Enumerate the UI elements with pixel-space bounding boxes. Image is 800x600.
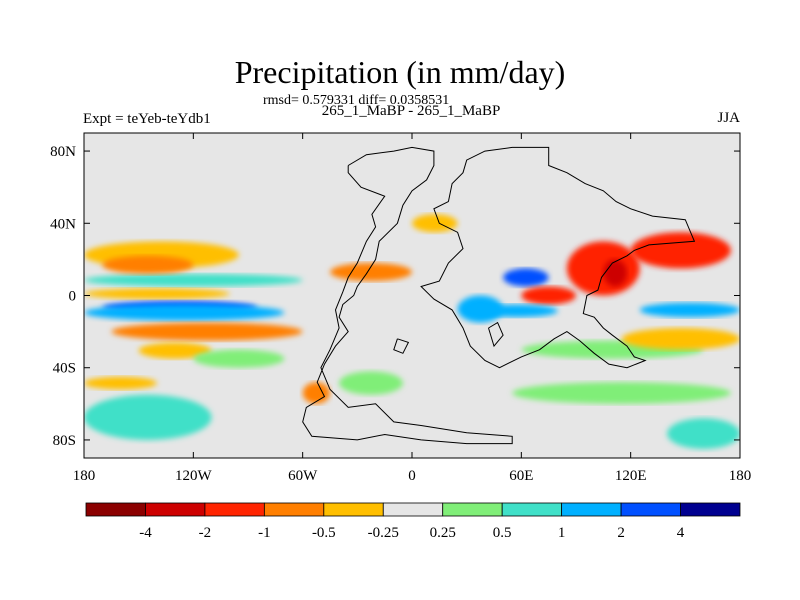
colorbar-label: -0.5 — [312, 525, 336, 541]
x-tick-label: 60W — [288, 468, 318, 484]
field-region-atlantic-dry-south — [302, 382, 331, 404]
colorbar: -4 -2 -1 -0.5 -0.25 0.25 0.5 1 2 4 — [85, 502, 741, 541]
field-region-south-asia-dry — [566, 241, 640, 296]
coastline-s-america-east-island — [393, 338, 410, 354]
field-region-antarctic-coast-wet — [667, 418, 740, 449]
stats-label: rmsd= 0.579331 diff= 0.0358531 — [263, 93, 450, 108]
x-axis: 180 120W 60W 0 60E 120E 180 — [73, 133, 752, 484]
chart-title: Precipitation (in mm/day) — [234, 54, 566, 90]
field-region-s-indian-dry — [621, 328, 740, 350]
x-tick-label: 120E — [615, 468, 647, 484]
coastline-americas-europe-africa — [302, 146, 513, 445]
field-region-n-pacific-wet-band — [84, 273, 303, 287]
field-region-atlantic-dry — [330, 263, 412, 282]
x-tick-label: 180 — [729, 468, 752, 484]
colorbar-swatch — [382, 502, 444, 517]
colorbar-swatch — [145, 502, 206, 517]
x-tick-label: 60E — [509, 468, 533, 484]
colorbar-swatch — [620, 502, 681, 517]
field-region-tibet-dry-strong — [603, 259, 628, 287]
y-tick-label: 0 — [69, 289, 77, 305]
colorbar-swatch — [323, 502, 384, 517]
x-tick-label: 0 — [408, 468, 416, 484]
season-label: JJA — [717, 110, 740, 126]
colorbar-label: 1 — [558, 525, 566, 541]
field-region-n-atlantic-dry — [412, 214, 458, 233]
colorbar-swatch — [263, 502, 325, 517]
colorbar-swatch — [442, 502, 503, 517]
field-region-s-pacific-wet — [193, 349, 285, 368]
field-region-n-pacific-dry-strong — [102, 255, 194, 274]
y-tick-label: 40N — [50, 216, 76, 232]
y-tick-label: 80N — [50, 144, 76, 160]
colorbar-swatch — [85, 502, 146, 517]
field-region-southern-ocean-wet-west — [84, 394, 212, 440]
field-region-arabian-sea-dry — [521, 286, 577, 305]
colorbar-label: 2 — [617, 525, 625, 541]
y-tick-label: 80S — [53, 433, 76, 449]
y-tick-label: 40S — [53, 361, 76, 377]
field-region-nw-pacific-dry — [630, 232, 731, 269]
experiment-label: Expt = teYeb-teYdb1 — [83, 111, 211, 127]
coastline-madagascar — [488, 321, 504, 348]
coastline-eurasia-africa — [420, 146, 696, 369]
y-axis: 80N 40N 0 40S 80S — [50, 144, 740, 449]
field-region-central-indian-wet — [475, 304, 558, 318]
colorbar-swatch — [204, 502, 265, 517]
field-region-s-pacific-dry-2 — [138, 342, 212, 359]
colorbar-label: 0.25 — [430, 525, 456, 541]
field-region-maritime-wet — [639, 302, 740, 318]
field-region-s-atlantic-wet — [339, 371, 403, 395]
colorbar-label: -1 — [258, 525, 271, 541]
x-tick-label: 180 — [73, 468, 96, 484]
x-tick-label: 120W — [175, 468, 213, 484]
colorbar-swatch — [501, 502, 563, 517]
colorbar-label: -0.25 — [368, 525, 399, 541]
field-region-s-pacific-dry-1 — [111, 322, 303, 341]
field-region-southern-ocean-wet-east — [512, 382, 731, 404]
precipitation-field — [84, 214, 740, 449]
colorbar-label: -4 — [139, 525, 152, 541]
field-region-equatorial-pacific-moderate-wet — [84, 304, 285, 321]
colorbar-label: 0.5 — [493, 525, 512, 541]
field-region-itcz-dry-north — [84, 288, 230, 300]
coastline-layer — [302, 146, 696, 445]
field-region-southern-ocean-dry-west — [84, 376, 157, 390]
colorbar-label: 4 — [677, 525, 685, 541]
colorbar-label: -2 — [199, 525, 212, 541]
colorbar-swatch — [680, 502, 741, 517]
colorbar-swatch — [561, 502, 622, 517]
case-label: 265_1_MaBP - 265_1_MaBP — [321, 103, 501, 119]
field-region-indian-ocean-wet — [503, 268, 549, 287]
